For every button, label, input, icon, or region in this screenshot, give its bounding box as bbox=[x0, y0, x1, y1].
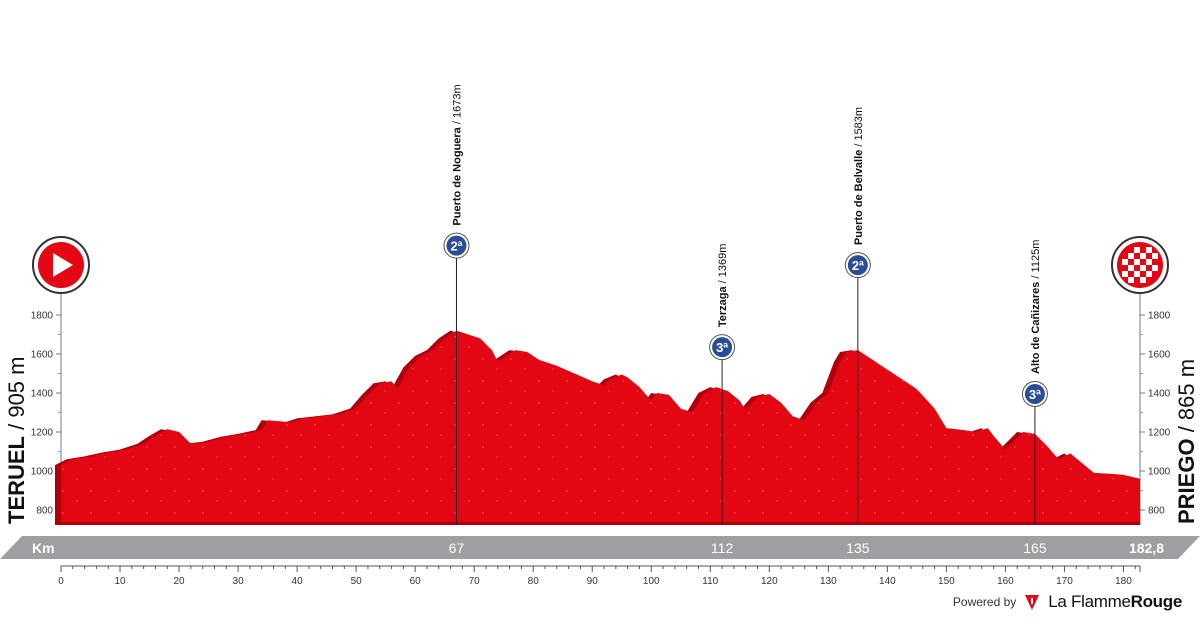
climb-4: 3ª Alto de Cañizares / 1125m bbox=[1021, 240, 1048, 525]
y-tick-label-left: 1200 bbox=[31, 428, 54, 439]
y-tick-label-left: 800 bbox=[36, 506, 53, 517]
climb-separator: / bbox=[1030, 272, 1042, 281]
category-badge-fill bbox=[446, 235, 467, 256]
y-tick-label-left: 1800 bbox=[31, 311, 54, 322]
credit: Powered by La FlammeRouge bbox=[953, 592, 1182, 612]
climb-km-label: 112 bbox=[711, 540, 734, 556]
profile-texture bbox=[61, 330, 1140, 525]
y-tick-label-right: 1200 bbox=[1148, 428, 1171, 439]
climb-km-label: 67 bbox=[449, 540, 465, 556]
finish-label: PRIEGO / 865 m bbox=[1174, 359, 1199, 524]
x-tick-label: 100 bbox=[643, 576, 660, 587]
climb-altitude: 1369m bbox=[717, 244, 729, 278]
y-tick-label-right: 1600 bbox=[1148, 350, 1171, 361]
x-tick-label: 80 bbox=[528, 576, 540, 587]
category-label: 2ª bbox=[852, 258, 864, 273]
category-label: 3ª bbox=[1029, 387, 1041, 402]
climb-name: Puerto de Noguera bbox=[451, 126, 463, 225]
start-flag-icon bbox=[32, 236, 90, 300]
climb-separator: / bbox=[451, 118, 463, 127]
x-tick-label: 60 bbox=[410, 576, 422, 587]
x-tick-label: 90 bbox=[587, 576, 599, 587]
x-tick-label: 50 bbox=[351, 576, 363, 587]
y-tick-label-left: 1400 bbox=[31, 389, 54, 400]
climb-altitude: 1125m bbox=[1030, 240, 1042, 273]
brand-bold: Rouge bbox=[1130, 592, 1183, 611]
x-tick-label: 120 bbox=[761, 576, 778, 587]
x-tick-label: 0 bbox=[58, 576, 64, 587]
category-badge-fill bbox=[1024, 383, 1045, 404]
x-tick-label: 160 bbox=[997, 576, 1014, 587]
climb-3: 2ª Puerto de Belvalle / 1583m bbox=[844, 107, 871, 525]
climb-label: Puerto de Belvalle / 1583m bbox=[853, 107, 865, 245]
climb-label: Alto de Cañizares / 1125m bbox=[1030, 240, 1042, 374]
category-badge-fill bbox=[712, 337, 733, 358]
x-tick-label: 10 bbox=[114, 576, 126, 587]
x-tick-label: 20 bbox=[173, 576, 185, 587]
x-tick-label: 40 bbox=[292, 576, 304, 587]
y-tick-label-right: 1400 bbox=[1148, 389, 1171, 400]
y-tick-label-right: 1000 bbox=[1148, 467, 1171, 478]
climb-name: Terzaga bbox=[717, 286, 729, 328]
climb-name: Puerto de Belvalle bbox=[853, 150, 865, 245]
x-tick-label: 30 bbox=[233, 576, 245, 587]
finish-flag-icon bbox=[1111, 236, 1169, 300]
climb-label: Puerto de Noguera / 1673m bbox=[451, 84, 463, 225]
x-tick-label: 140 bbox=[879, 576, 896, 587]
start-label-altitude: / 905 m bbox=[4, 357, 29, 436]
start-label-town: TERUEL bbox=[4, 436, 29, 524]
x-tick-label: 70 bbox=[469, 576, 481, 587]
climb-1: 2ª Puerto de Noguera / 1673m bbox=[443, 84, 470, 525]
x-tick-label: 170 bbox=[1056, 576, 1073, 587]
climb-name: Alto de Cañizares bbox=[1030, 282, 1042, 374]
category-label: 3ª bbox=[716, 340, 728, 355]
x-tick-label: 110 bbox=[702, 576, 718, 587]
climb-separator: / bbox=[717, 277, 729, 286]
climb-km-label: 165 bbox=[1023, 540, 1047, 556]
x-tick-label: 130 bbox=[820, 576, 837, 587]
y-tick-label-left: 1000 bbox=[31, 467, 54, 478]
category-label: 2ª bbox=[450, 239, 462, 254]
start-label: TERUEL / 905 m bbox=[4, 357, 29, 524]
climb-2: 3ª Terzaga / 1369m bbox=[709, 244, 736, 525]
brand-name: La FlammeRouge bbox=[1048, 592, 1182, 612]
y-tick-label-left: 1600 bbox=[31, 350, 54, 361]
flame-logo-icon bbox=[1025, 595, 1040, 610]
climb-separator: / bbox=[853, 141, 865, 150]
profile-base bbox=[61, 522, 1140, 525]
km-label: Km bbox=[32, 540, 55, 556]
finish-label-altitude: / 865 m bbox=[1174, 359, 1199, 438]
brand-light: La Flamme bbox=[1048, 592, 1131, 611]
category-badge-fill bbox=[847, 255, 868, 276]
climb-altitude: 1583m bbox=[853, 107, 865, 141]
climb-altitude: 1673m bbox=[451, 84, 463, 118]
x-tick-label: 180 bbox=[1115, 576, 1132, 587]
climb-km-label: 135 bbox=[846, 540, 870, 556]
y-tick-label-right: 800 bbox=[1148, 506, 1165, 517]
climb-label: Terzaga / 1369m bbox=[717, 244, 729, 328]
y-tick-label-right: 1800 bbox=[1148, 311, 1171, 322]
powered-by-text: Powered by bbox=[952, 595, 1017, 609]
distance-label: 182,8 bbox=[1129, 540, 1164, 556]
km-band bbox=[0, 536, 1200, 559]
finish-label-town: PRIEGO bbox=[1174, 438, 1199, 524]
x-tick-label: 150 bbox=[938, 576, 955, 587]
